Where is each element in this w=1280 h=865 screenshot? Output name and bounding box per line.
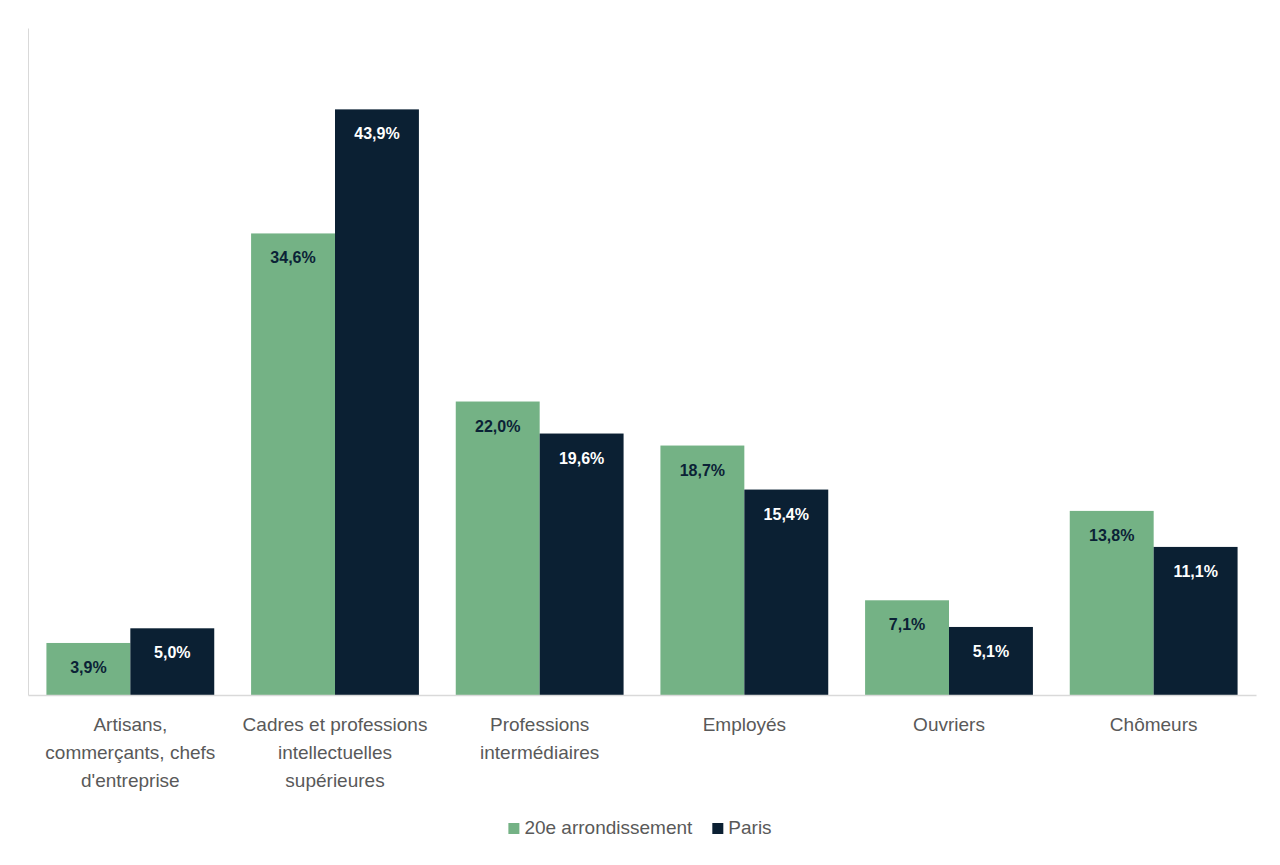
x-tick-label: Cadres et professionsintellectuellessupé… [243,714,428,791]
legend-item: 20e arrondissement [508,817,693,838]
x-tick-label: Artisans,commerçants, chefsd'entreprise [45,714,215,791]
data-label: 5,1% [973,643,1009,660]
data-label: 13,8% [1089,527,1134,544]
legend-label: 20e arrondissement [524,817,693,838]
legend-item: Paris [712,817,771,838]
x-tick: Chômeurs [1110,695,1198,735]
bar [949,627,1033,695]
bar [1070,511,1154,695]
bars [46,109,1237,695]
data-label: 5,0% [154,644,190,661]
chart: 3,9% 34,6% 22,0% 18,7% 7,1% 13,8% 5,0% 43,9% 19,… [0,0,1280,865]
x-tick-label: Professionsintermédiaires [480,714,599,763]
bar [744,490,828,695]
bar [130,628,214,695]
bar [540,434,624,695]
data-labels: 3,9% 34,6% 22,0% 18,7% 7,1% 13,8% 5,0% 43,9% 19,… [70,125,1218,676]
x-tick-label: Ouvriers [913,714,985,735]
bar [865,600,949,695]
data-label: 22,0% [475,418,520,435]
legend-label: Paris [728,817,771,838]
data-label: 43,9% [354,125,399,142]
x-tick: Ouvriers [913,695,985,735]
data-label: 19,6% [559,450,604,467]
x-tick: Cadres et professionsintellectuellessupé… [243,695,428,791]
bar [660,446,744,695]
bar [46,643,130,695]
data-label: 7,1% [889,616,925,633]
data-label: 34,6% [270,249,315,266]
x-axis-line [29,695,1257,696]
bar [251,233,335,695]
data-label: 11,1% [1173,563,1217,580]
bar [456,402,540,695]
x-tick: Artisans,commerçants, chefsd'entreprise [45,695,215,791]
y-axis-line [28,29,29,696]
data-label: 18,7% [680,462,725,479]
legend: 20e arrondissement Paris [508,817,771,838]
data-label: 15,4% [764,506,809,523]
bar [335,109,419,695]
bar [1154,547,1238,695]
legend-swatch [712,823,723,834]
x-tick-label: Chômeurs [1110,714,1198,735]
x-tick: Employés [703,695,786,735]
x-tick: Professionsintermédiaires [480,695,599,763]
y-axis [28,29,29,696]
legend-swatch [508,823,519,834]
x-tick-label: Employés [703,714,786,735]
data-label: 3,9% [70,659,106,676]
x-axis: Artisans,commerçants, chefsd'entreprise C… [29,695,1257,791]
